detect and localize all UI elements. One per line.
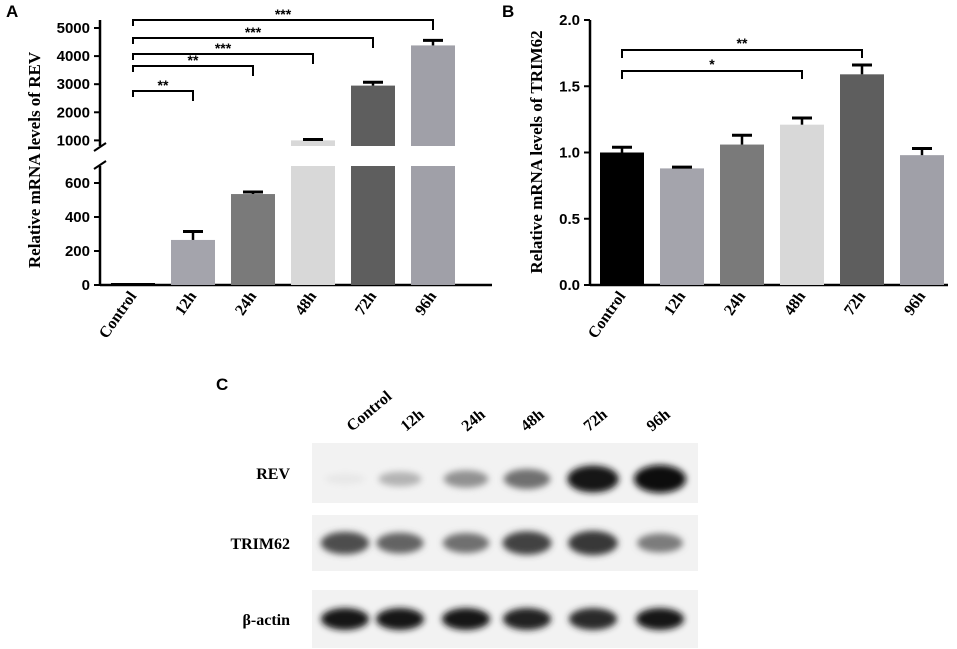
y-tick-label: 200 xyxy=(65,243,90,260)
blot-band-β-actin-48h xyxy=(503,608,551,630)
x-tick-label-48h: 48h xyxy=(292,288,320,318)
x-tick-label-24h: 24h xyxy=(232,288,260,318)
y-tick-label: 1000 xyxy=(57,132,90,149)
blot-row-REV: REV xyxy=(256,443,698,503)
significance-bracket xyxy=(132,37,374,48)
panel-a-y-axis-title: Relative mRNA levels of REV xyxy=(25,51,44,268)
panel-c: C Control 12h 24h 48h 72h 96h REV TRIM62 β-acti… xyxy=(216,375,698,648)
blot-row-β-actin: β-actin xyxy=(242,590,698,648)
bar-96h xyxy=(900,155,944,285)
significance-label: *** xyxy=(245,24,262,40)
bar-12h-lower xyxy=(171,239,215,285)
panel-c-label: C xyxy=(216,375,228,394)
blot-row-label: REV xyxy=(256,466,290,483)
x-tick-label-48h: 48h xyxy=(781,288,809,318)
blot-band-β-actin-96h xyxy=(636,608,684,630)
blot-row-label: TRIM62 xyxy=(230,536,290,553)
blot-band-TRIM62-48h xyxy=(502,531,552,555)
bar-96h-lower xyxy=(411,166,455,285)
blot-band-REV-24h xyxy=(443,470,489,488)
blot-band-TRIM62-12h xyxy=(376,532,424,554)
bar-Control xyxy=(600,152,644,285)
x-tick-label-72h: 72h xyxy=(352,288,380,318)
significance-label: *** xyxy=(275,6,292,22)
blot-band-TRIM62-Control xyxy=(320,531,370,555)
blot-row-TRIM62: TRIM62 xyxy=(230,515,698,571)
bar-48h xyxy=(780,124,824,285)
x-tick-label-12h: 12h xyxy=(172,288,200,318)
x-tick-label-72h: 72h xyxy=(841,288,869,318)
bar-72h-lower xyxy=(351,166,395,285)
blot-lane-label-48h: 48h xyxy=(518,406,548,435)
bar-48h-lower xyxy=(291,166,335,285)
x-tick-label-Control: Control xyxy=(585,288,630,342)
x-tick-label-12h: 12h xyxy=(661,288,689,318)
bar-24h xyxy=(720,144,764,285)
blot-band-β-actin-12h xyxy=(376,608,424,630)
blot-band-β-actin-Control xyxy=(321,608,369,630)
x-tick-label-96h: 96h xyxy=(412,288,440,318)
x-tick-label-Control: Control xyxy=(96,288,141,342)
bar-72h-upper xyxy=(351,85,395,146)
significance-bracket xyxy=(132,65,254,76)
y-tick-label: 3000 xyxy=(57,76,90,93)
y-tick-label: 400 xyxy=(65,209,90,226)
x-tick-label-96h: 96h xyxy=(901,288,929,318)
significance-label: * xyxy=(709,56,715,72)
y-tick-label: 600 xyxy=(65,175,90,192)
y-tick-label: 2000 xyxy=(57,104,90,121)
blot-membrane xyxy=(312,443,698,503)
significance-bracket xyxy=(621,70,803,79)
blot-band-REV-Control xyxy=(324,473,366,485)
bar-72h xyxy=(840,74,884,285)
blot-band-TRIM62-72h xyxy=(568,530,618,556)
bar-96h-upper xyxy=(411,45,455,146)
blot-band-TRIM62-96h xyxy=(637,533,683,553)
significance-bracket xyxy=(132,53,314,64)
significance-bracket xyxy=(132,90,194,101)
blot-band-REV-96h xyxy=(634,465,686,493)
significance-label: *** xyxy=(215,40,232,56)
y-tick-label: 2.0 xyxy=(559,12,580,29)
panel-a-axis-break-mark xyxy=(93,160,107,170)
panel-a-axis-break-mark xyxy=(93,142,107,152)
y-tick-label: 5000 xyxy=(57,20,90,37)
panel-b-y-axis-title: Relative mRNA levels of TRIM62 xyxy=(527,30,546,273)
blot-lane-label-72h: 72h xyxy=(581,406,611,435)
significance-label: ** xyxy=(188,52,199,68)
blot-row-label: β-actin xyxy=(242,612,290,629)
x-tick-label-24h: 24h xyxy=(721,288,749,318)
significance-label: ** xyxy=(737,35,748,51)
bar-48h-upper xyxy=(291,140,335,146)
bar-12h xyxy=(660,168,704,285)
y-tick-label: 0 xyxy=(82,277,90,294)
blot-lane-label-12h: 12h xyxy=(398,406,428,435)
blot-lane-label-96h: 96h xyxy=(644,406,674,435)
y-tick-label: 0.5 xyxy=(559,211,580,228)
blot-lane-label-Control: Control xyxy=(344,388,396,435)
blot-band-β-actin-72h xyxy=(569,608,617,630)
y-tick-label: 0.0 xyxy=(559,277,580,294)
blot-lane-label-24h: 24h xyxy=(459,406,489,435)
blot-band-REV-48h xyxy=(503,469,551,489)
blot-band-REV-12h xyxy=(378,471,422,487)
panel-a-label: A xyxy=(6,2,18,21)
y-tick-label: 1.0 xyxy=(559,145,580,162)
panel-b: B Relative mRNA levels of TRIM62 0.0 0.5 1… xyxy=(502,2,948,342)
blot-band-TRIM62-24h xyxy=(442,533,490,553)
significance-label: ** xyxy=(158,77,169,93)
bar-24h-lower xyxy=(231,194,275,285)
y-tick-label: 4000 xyxy=(57,48,90,65)
panel-a: A Relative mRNA levels of REV 0 200 400 600… xyxy=(6,2,492,342)
significance-bracket xyxy=(621,49,863,58)
blot-band-REV-72h xyxy=(567,465,619,493)
blot-band-β-actin-24h xyxy=(442,608,490,630)
y-tick-label: 1.5 xyxy=(559,78,580,95)
panel-b-label: B xyxy=(502,2,514,21)
significance-bracket xyxy=(132,19,434,30)
